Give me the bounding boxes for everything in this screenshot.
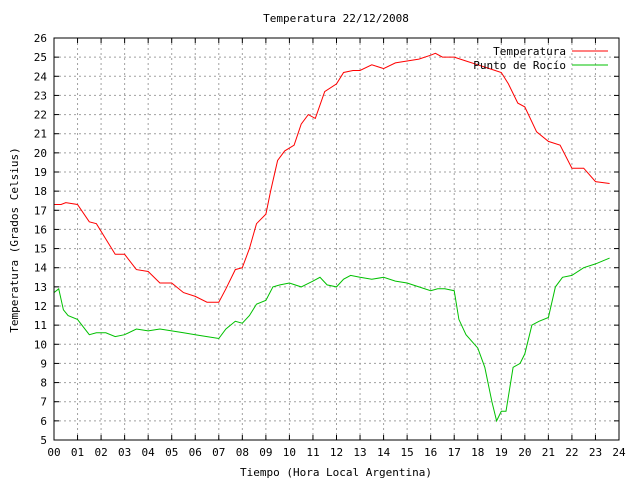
y-tick-label: 10 bbox=[34, 338, 47, 351]
y-tick-label: 23 bbox=[34, 89, 47, 102]
series-group bbox=[53, 52, 610, 423]
ticks-group: 00 01 02 03 04 05 06 07 08 09 10 11 12 13 14 15 16 17 18 19… bbox=[34, 32, 626, 459]
x-tick-label: 10 bbox=[283, 446, 296, 459]
x-tick-label: 05 bbox=[165, 446, 178, 459]
series-line-punto-de-rocio bbox=[53, 257, 610, 423]
y-tick-label: 19 bbox=[34, 166, 47, 179]
x-tick-label: 20 bbox=[518, 446, 531, 459]
y-tick-label: 8 bbox=[40, 377, 47, 390]
x-tick-label: 03 bbox=[118, 446, 131, 459]
x-tick-label: 12 bbox=[330, 446, 343, 459]
x-tick-label: 11 bbox=[306, 446, 319, 459]
x-tick-label: 09 bbox=[259, 446, 272, 459]
y-tick-label: 16 bbox=[34, 223, 47, 236]
x-tick-label: 22 bbox=[565, 446, 578, 459]
x-tick-label: 15 bbox=[401, 446, 414, 459]
y-tick-label: 13 bbox=[34, 281, 47, 294]
x-tick-label: 18 bbox=[471, 446, 484, 459]
x-axis-label: Tiempo (Hora Local Argentina) bbox=[240, 466, 432, 479]
x-tick-label: 23 bbox=[589, 446, 602, 459]
y-tick-label: 25 bbox=[34, 51, 47, 64]
x-tick-label: 08 bbox=[236, 446, 249, 459]
legend-label: Temperatura bbox=[493, 45, 566, 58]
y-tick-label: 11 bbox=[34, 319, 47, 332]
x-tick-label: 19 bbox=[495, 446, 508, 459]
x-tick-label: 16 bbox=[424, 446, 437, 459]
x-tick-label: 13 bbox=[353, 446, 366, 459]
y-tick-label: 24 bbox=[34, 70, 48, 83]
y-tick-label: 20 bbox=[34, 147, 47, 160]
y-tick-label: 7 bbox=[40, 396, 47, 409]
y-tick-label: 12 bbox=[34, 300, 47, 313]
y-axis-label: Temperatura (Grados Celsius) bbox=[8, 147, 21, 332]
y-tick-label: 18 bbox=[34, 185, 47, 198]
y-tick-label: 22 bbox=[34, 109, 47, 122]
grid-group bbox=[54, 38, 619, 440]
y-tick-label: 26 bbox=[34, 32, 47, 45]
x-tick-label: 17 bbox=[448, 446, 461, 459]
y-tick-label: 5 bbox=[40, 434, 47, 447]
legend-label: Punto de Rocío bbox=[473, 59, 566, 72]
x-tick-label: 00 bbox=[47, 446, 60, 459]
x-tick-label: 07 bbox=[212, 446, 225, 459]
y-tick-label: 14 bbox=[34, 262, 48, 275]
x-tick-label: 21 bbox=[542, 446, 555, 459]
y-tick-label: 9 bbox=[40, 357, 47, 370]
x-tick-label: 24 bbox=[612, 446, 626, 459]
x-tick-label: 01 bbox=[71, 446, 84, 459]
x-tick-label: 04 bbox=[142, 446, 156, 459]
x-tick-label: 14 bbox=[377, 446, 391, 459]
y-tick-label: 6 bbox=[40, 415, 47, 428]
y-tick-label: 17 bbox=[34, 204, 47, 217]
y-tick-label: 21 bbox=[34, 128, 47, 141]
y-tick-label: 15 bbox=[34, 243, 47, 256]
series-line-temperatura bbox=[54, 52, 610, 303]
x-tick-label: 06 bbox=[189, 446, 202, 459]
chart-title: Temperatura 22/12/2008 bbox=[263, 12, 409, 25]
x-tick-label: 02 bbox=[94, 446, 107, 459]
